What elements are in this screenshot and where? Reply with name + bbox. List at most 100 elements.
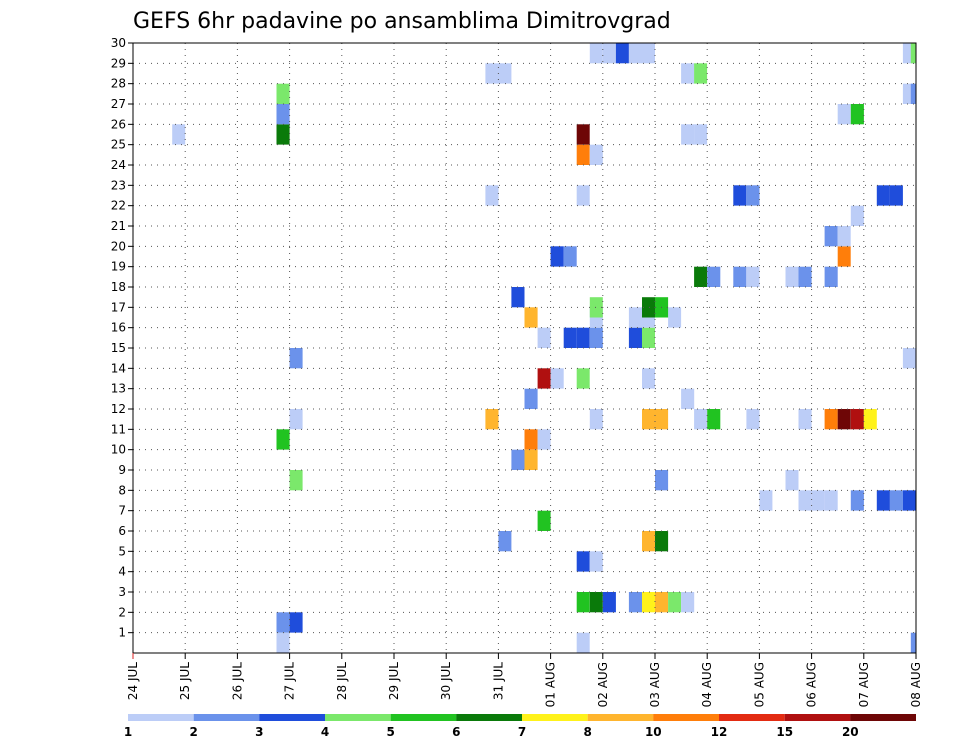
x-tick-label: 02 AUG <box>596 662 610 707</box>
precip-cell <box>642 43 655 64</box>
y-tick-label: 27 <box>111 97 126 111</box>
precip-cell <box>550 368 564 389</box>
colorbar-label: 4 <box>321 725 329 739</box>
precip-cell <box>798 266 812 287</box>
y-tick-label: 1 <box>118 626 126 640</box>
x-tick-label: 25 JUL <box>178 662 192 700</box>
precip-cell <box>694 266 708 287</box>
precip-cell <box>694 63 708 84</box>
precip-cell <box>746 266 760 287</box>
x-tick-label: 08 AUG <box>909 662 923 707</box>
precip-cell <box>511 449 525 470</box>
precip-cell <box>824 490 838 511</box>
precip-cell <box>576 124 590 145</box>
colorbar-label: 10 <box>645 725 662 739</box>
precip-cell <box>642 297 655 318</box>
y-tick-label: 12 <box>111 402 126 416</box>
colorbar-segment <box>325 714 391 721</box>
precip-cell <box>589 327 603 348</box>
precip-cell <box>576 144 590 165</box>
precip-cell <box>642 327 655 348</box>
precip-cell <box>837 409 851 430</box>
precip-cell <box>550 246 564 267</box>
precip-cell <box>642 368 655 389</box>
precip-cell <box>642 531 655 552</box>
y-tick-label: 9 <box>118 463 126 477</box>
precip-cell <box>589 144 603 165</box>
precip-cell <box>289 348 303 369</box>
precip-cell <box>524 388 538 409</box>
precip-cell <box>798 409 812 430</box>
precip-cell <box>524 429 538 450</box>
colorbar-segment <box>390 714 457 721</box>
precip-cell <box>576 368 590 389</box>
y-tick-label: 18 <box>111 280 126 294</box>
precip-cell <box>576 327 590 348</box>
y-tick-label: 16 <box>111 321 126 335</box>
precip-cell <box>759 490 773 511</box>
y-axis: 1234567891011121314151617181920212223242… <box>111 36 133 640</box>
precip-cell <box>876 185 890 206</box>
precip-cell <box>615 43 629 64</box>
x-tick-label: 29 JUL <box>387 662 401 700</box>
colorbar-label: 5 <box>387 725 395 739</box>
colorbar-label: 6 <box>452 725 460 739</box>
precip-cell <box>876 490 890 511</box>
x-tick-label: 05 AUG <box>752 662 766 707</box>
colorbar: 1 2 3 4 5 6 7 8 10 12 15 20 <box>124 714 916 739</box>
precip-cell <box>576 632 590 653</box>
precip-cell <box>563 246 577 267</box>
precip-cell <box>850 205 864 226</box>
precip-cell <box>602 592 616 613</box>
precip-cell <box>276 429 290 450</box>
precip-cell <box>824 226 838 247</box>
y-tick-label: 2 <box>118 605 126 619</box>
precip-cell <box>276 104 290 125</box>
y-tick-label: 20 <box>111 239 126 253</box>
precip-cell <box>537 429 551 450</box>
y-tick-label: 21 <box>111 219 126 233</box>
precip-cell <box>824 266 838 287</box>
precip-cell <box>628 592 642 613</box>
x-tick-label: 31 JUL <box>491 662 505 700</box>
precip-cell <box>563 327 577 348</box>
precip-cell <box>811 490 825 511</box>
y-tick-label: 28 <box>111 77 126 91</box>
colorbar-segment <box>653 714 719 721</box>
precip-cell <box>589 43 603 64</box>
y-tick-label: 17 <box>111 300 126 314</box>
precip-cell <box>850 490 864 511</box>
precip-cell <box>172 124 186 145</box>
precip-cell <box>485 63 499 84</box>
x-tick-label: 04 AUG <box>700 662 714 707</box>
y-tick-label: 11 <box>111 422 126 436</box>
precip-cell <box>681 63 695 84</box>
y-tick-label: 13 <box>111 382 126 396</box>
precip-cell <box>902 348 916 369</box>
precip-cell <box>276 83 290 104</box>
colorbar-segment <box>719 714 785 721</box>
colorbar-segment <box>784 714 851 721</box>
x-tick-label: 06 AUG <box>805 662 819 707</box>
precip-cell <box>655 531 669 552</box>
y-tick-label: 8 <box>118 483 126 497</box>
precip-cell <box>863 409 877 430</box>
colorbar-label: 8 <box>584 725 592 739</box>
x-tick-label: 27 JUL <box>283 662 297 700</box>
colorbar-segment <box>522 714 588 721</box>
precip-cell <box>655 592 669 613</box>
precip-cell <box>289 470 303 491</box>
precip-cell <box>511 287 525 308</box>
y-tick-label: 30 <box>111 36 126 50</box>
precip-cell <box>498 63 512 84</box>
precip-cell <box>910 632 916 653</box>
x-tick-label: 07 AUG <box>857 662 871 707</box>
precip-cell <box>576 185 590 206</box>
x-tick-label: 01 AUG <box>544 662 558 707</box>
x-tick-label: 28 JUL <box>335 662 349 700</box>
precip-cell <box>485 185 499 206</box>
precip-cell <box>589 409 603 430</box>
precip-cell <box>837 104 851 125</box>
x-tick-label: 03 AUG <box>648 662 662 707</box>
